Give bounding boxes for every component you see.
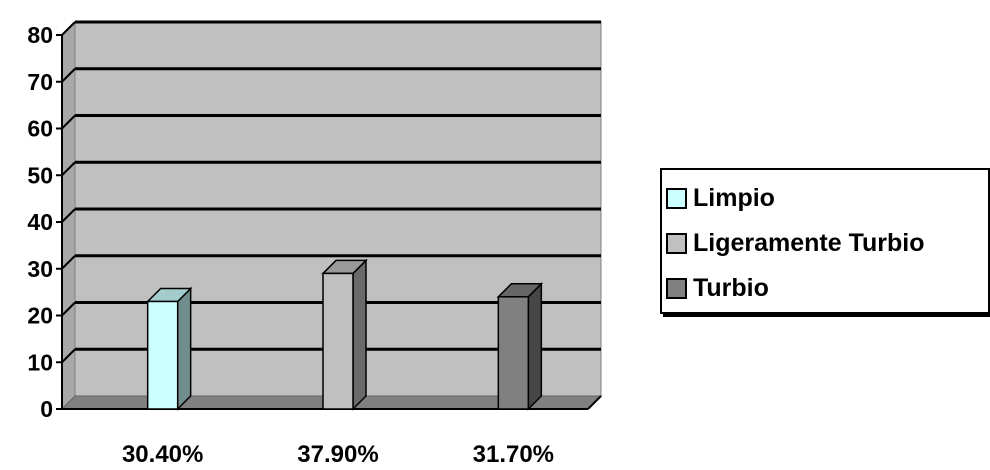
bar-side [176,286,192,411]
legend-label: Ligeramente Turbio [693,229,925,257]
y-tick-label: 30 [27,256,53,282]
legend-swatch-ligeramente-turbio [666,233,687,254]
gridline-side [61,161,76,176]
y-tick-label: 80 [27,22,53,48]
y-tick-label: 10 [27,349,53,375]
legend-label: Turbio [693,274,769,302]
x-category-label: 30.40% [122,441,203,468]
bars [145,258,544,411]
gridline-side [61,348,76,363]
gridline-side [61,114,76,130]
gridline-side [61,301,76,317]
x-axis-end [587,395,602,410]
y-tick-label: 60 [27,116,53,142]
legend-swatch-turbio [666,278,687,299]
y-tick-label: 0 [40,396,53,422]
bar-ligeramente-turbio [321,258,368,411]
y-tick-label: 40 [27,209,53,235]
gridline-side [61,208,76,223]
x-axis: 30.40% 37.90% 31.70% [122,441,554,468]
gridline-side [61,21,76,36]
bar-limpio [145,286,193,411]
y-tick-label: 70 [27,69,53,95]
legend-item-ligeramente-turbio: Ligeramente Turbio [662,221,988,266]
x-category-label: 37.90% [297,441,378,468]
bar-front [497,296,530,410]
legend-item-turbio: Turbio [662,266,988,311]
gridline-side [61,68,76,83]
bar-side [352,258,367,411]
legend-swatch-limpio [666,188,687,209]
x-category-label: 31.70% [473,441,554,468]
bar-front [322,272,354,410]
legend-label: Limpio [693,184,775,212]
legend: Limpio Ligeramente Turbio Turbio [660,168,990,314]
gridline-side [61,255,76,270]
y-tick-label: 50 [27,162,53,188]
bar-side [527,281,543,411]
y-tick-label: 20 [27,303,53,329]
bar-front [146,300,179,410]
bar-turbio [496,281,544,411]
legend-item-limpio: Limpio [662,176,988,221]
